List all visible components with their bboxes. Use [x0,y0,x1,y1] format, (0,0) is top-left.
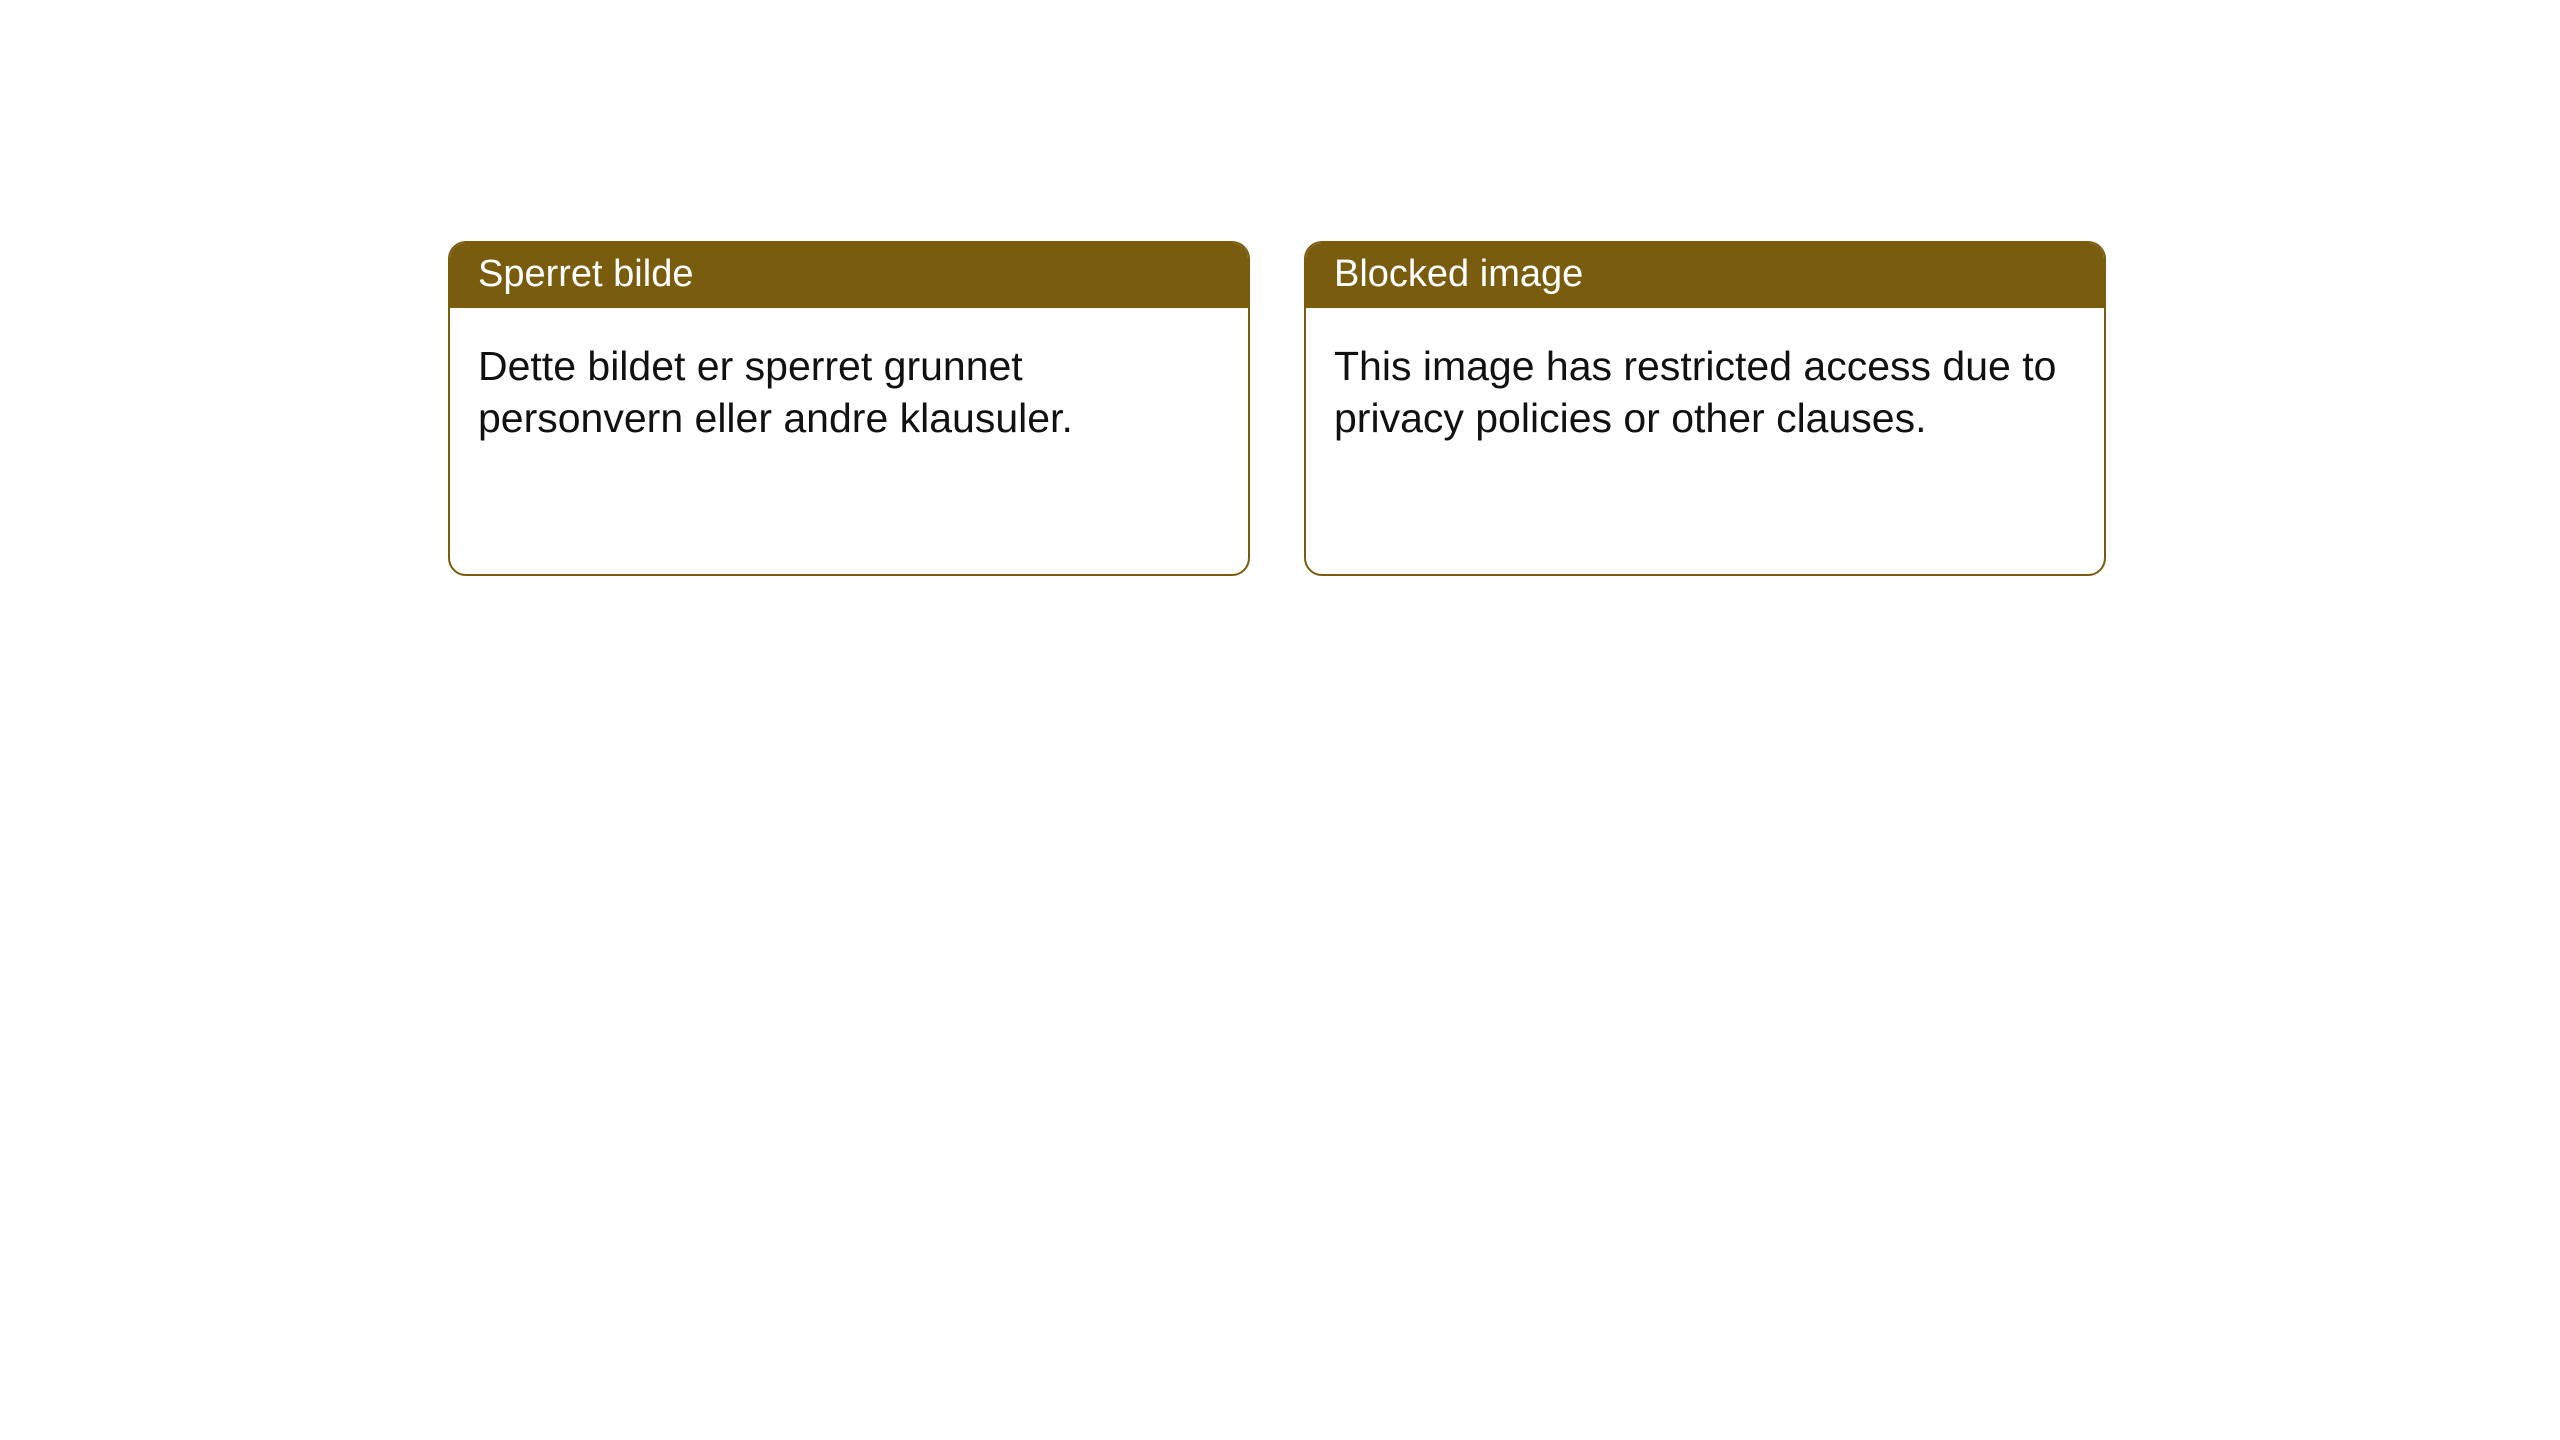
notice-title-no: Sperret bilde [450,243,1248,308]
notice-title-en: Blocked image [1306,243,2104,308]
notice-card-no: Sperret bilde Dette bildet er sperret gr… [448,241,1250,576]
notice-body-en: This image has restricted access due to … [1306,308,2104,477]
notice-body-no: Dette bildet er sperret grunnet personve… [450,308,1248,477]
notice-card-en: Blocked image This image has restricted … [1304,241,2106,576]
notice-container: Sperret bilde Dette bildet er sperret gr… [0,0,2560,576]
